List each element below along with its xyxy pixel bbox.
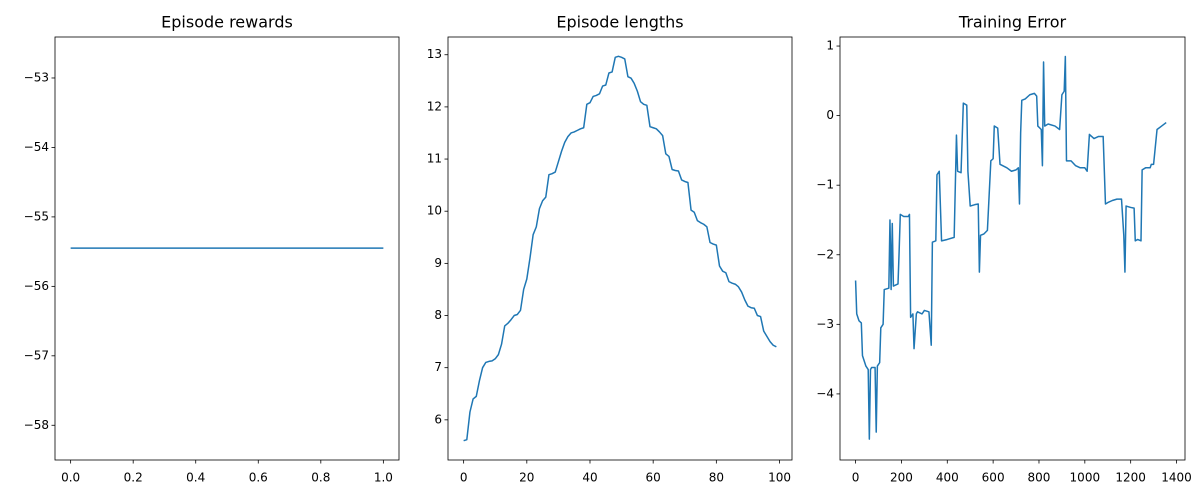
axes-frame <box>839 36 1186 461</box>
y-tick-label: −4 <box>816 386 834 400</box>
y-tick-label: −53 <box>24 70 49 84</box>
x-tick-label: 40 <box>582 471 597 485</box>
y-tick-label: −58 <box>24 418 49 432</box>
x-tick-label: 0.4 <box>186 471 205 485</box>
x-tick-label: 1000 <box>1070 471 1101 485</box>
chart-title: Episode lengths <box>556 13 683 32</box>
x-tick-label: 0.0 <box>61 471 80 485</box>
axes-frame <box>447 36 793 461</box>
x-tick-label: 600 <box>982 471 1005 485</box>
chart-title: Episode rewards <box>161 13 293 32</box>
x-tick-label: 80 <box>709 471 724 485</box>
y-tick-label: −1 <box>816 178 834 192</box>
axes-frame <box>54 36 400 461</box>
y-tick-label: −3 <box>816 317 834 331</box>
data-line <box>854 55 1167 440</box>
x-tick-label: 1200 <box>1115 471 1146 485</box>
y-tick-label: 8 <box>434 308 442 322</box>
y-tick-label: −2 <box>816 247 834 261</box>
chart-title: Training Error <box>958 13 1067 32</box>
x-tick-label: 20 <box>519 471 534 485</box>
x-tick-label: 0.6 <box>249 471 268 485</box>
x-tick-label: 60 <box>646 471 661 485</box>
x-tick-label: 0 <box>852 471 860 485</box>
x-tick-label: 400 <box>936 471 959 485</box>
x-tick-label: 1400 <box>1161 471 1192 485</box>
y-tick-label: 0 <box>826 108 834 122</box>
x-tick-label: 1.0 <box>374 471 393 485</box>
y-tick-label: 9 <box>434 256 442 270</box>
y-tick-label: 1 <box>826 39 834 53</box>
x-tick-label: 0.2 <box>124 471 143 485</box>
y-tick-label: −56 <box>24 279 49 293</box>
y-tick-label: 11 <box>427 152 442 166</box>
x-tick-label: 200 <box>890 471 913 485</box>
y-tick-label: 12 <box>427 99 442 113</box>
y-tick-label: 13 <box>427 47 442 61</box>
data-line <box>463 55 777 442</box>
y-tick-label: 7 <box>434 360 442 374</box>
y-tick-label: 10 <box>427 204 442 218</box>
x-tick-label: 800 <box>1028 471 1051 485</box>
y-tick-label: 6 <box>434 412 442 426</box>
y-tick-label: −54 <box>24 140 49 154</box>
y-tick-label: −57 <box>24 348 49 362</box>
x-tick-label: 0.8 <box>311 471 330 485</box>
x-tick-label: 0 <box>460 471 468 485</box>
y-tick-label: −55 <box>24 209 49 223</box>
x-tick-label: 100 <box>768 471 791 485</box>
